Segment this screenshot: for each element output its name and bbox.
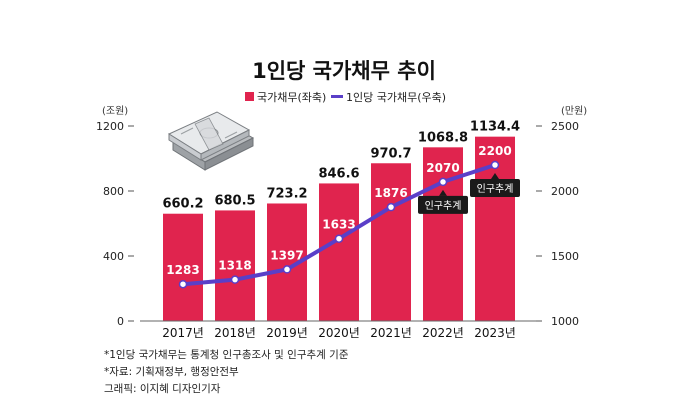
annotation-box: [470, 179, 520, 197]
line-value-label: 2200: [478, 144, 511, 158]
right-axis-tick-label: 1000: [551, 315, 579, 328]
line-value-label: 1633: [322, 218, 355, 232]
line-value-label: 2070: [426, 161, 459, 175]
bar: [215, 210, 255, 321]
annotation-box: [418, 195, 468, 214]
legend: 국가채무(좌축) 1인당 국가채무(우축): [245, 91, 446, 104]
annotation-label: 인구추계: [425, 200, 462, 212]
bar-value-label: 723.2: [266, 186, 307, 201]
line-point: [438, 177, 448, 187]
left-axis-tick-label: 0: [117, 315, 124, 328]
footnote-1: *1인당 국가채무는 통계청 인구총조사 및 인구추계 기준: [104, 349, 349, 361]
right-axis: 1000 1500 2000 2500: [536, 120, 579, 328]
bar-value-label: 1068.8: [418, 130, 468, 145]
left-axis-tick-label: 1200: [96, 120, 124, 133]
line-point: [282, 265, 292, 274]
bar-value-label: 1134.4: [470, 120, 520, 135]
money-bundle-icon: [167, 111, 255, 171]
line-point: [334, 234, 344, 243]
line-point: [386, 202, 396, 212]
annotation-pointer: [439, 189, 447, 196]
left-axis-unit: (조원): [102, 105, 128, 117]
line-point: [178, 279, 188, 289]
line-value-label: 1876: [374, 186, 407, 200]
legend-label-per-capita: 1인당 국가채무(우축): [346, 91, 446, 104]
right-axis-tick-label: 2500: [551, 120, 579, 133]
x-axis-tick-label: 2020년: [318, 326, 360, 340]
right-axis-tick-label: 1500: [551, 250, 579, 263]
bar-series: [163, 136, 515, 321]
left-axis: 0 400 800 1200: [96, 120, 134, 328]
x-axis-tick-label: 2019년: [266, 326, 308, 340]
bar: [319, 183, 359, 321]
footnotes: *1인당 국가채무는 통계청 인구총조사 및 인구추계 기준 *자료: 기획재정…: [104, 349, 349, 395]
bar-value-label: 680.5: [214, 193, 255, 208]
x-axis-tick-label: 2022년: [422, 326, 464, 340]
bar-value-label: 846.6: [318, 166, 359, 181]
x-axis-tick-label: 2018년: [214, 326, 256, 340]
footnote-3: 그래픽: 이지혜 디자인기자: [104, 383, 221, 395]
annotation-label: 인구추계: [477, 183, 514, 195]
x-axis: 2017년 2018년 2019년 2020년 2021년 2022년 2023년: [140, 320, 536, 340]
x-axis-tick-label: 2023년: [474, 326, 516, 340]
bar: [163, 213, 203, 321]
line-value-label: 1283: [166, 263, 199, 277]
left-axis-tick-label: 800: [103, 185, 124, 198]
x-axis-tick-label: 2017년: [162, 326, 204, 340]
legend-swatch-debt: [245, 92, 254, 101]
footnote-2: *자료: 기획재정부, 행정안전부: [104, 366, 239, 378]
bar-value-label: 970.7: [370, 146, 411, 161]
annotation-pointer: [491, 173, 499, 179]
bar: [371, 163, 411, 321]
legend-label-debt: 국가채무(좌축): [257, 91, 326, 104]
chart-title: 1인당 국가채무 추이: [252, 59, 436, 83]
bar-value-label: 660.2: [162, 197, 203, 212]
right-axis-unit: (만원): [561, 105, 587, 117]
line-point: [230, 275, 240, 284]
x-axis-tick-label: 2021년: [370, 326, 412, 340]
line-value-label: 1318: [218, 259, 251, 273]
right-axis-tick-label: 2000: [551, 185, 579, 198]
line-value-label: 1397: [270, 248, 303, 262]
line-point: [490, 160, 500, 170]
left-axis-tick-label: 400: [103, 250, 124, 263]
line-series: 1283 1318 1397 1633 1876 2070 2200: [166, 144, 512, 289]
